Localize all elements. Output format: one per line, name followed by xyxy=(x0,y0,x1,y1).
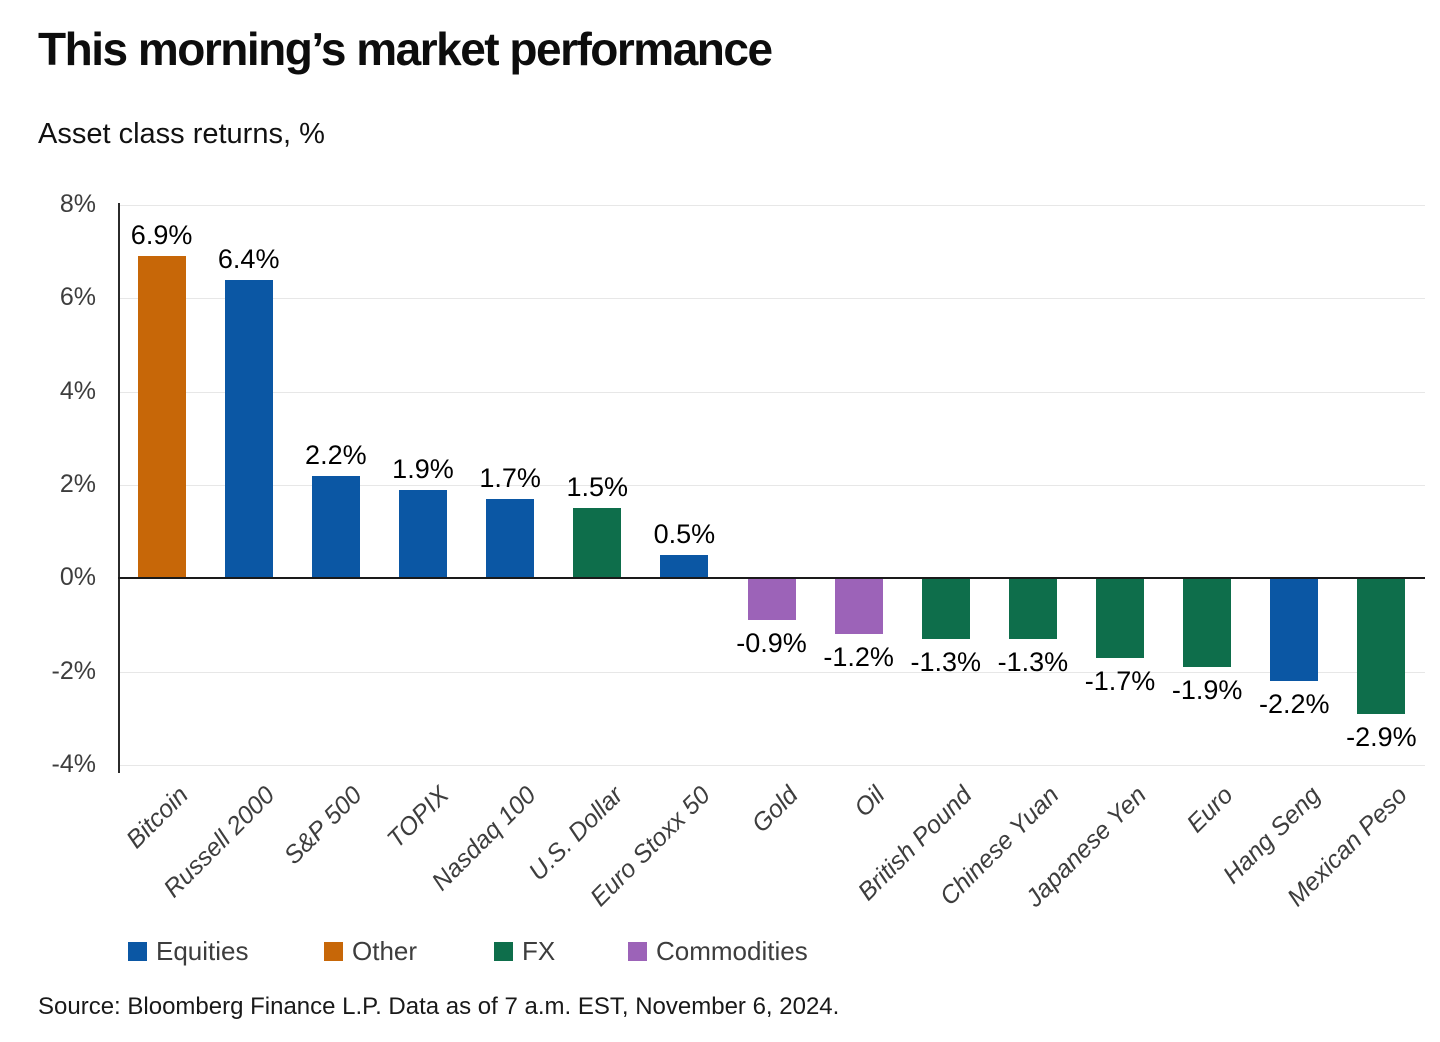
gridline xyxy=(118,485,1425,486)
bar-nasdaq-100 xyxy=(486,499,535,579)
bar-topix xyxy=(398,489,447,579)
bar-euro xyxy=(1183,578,1232,667)
x-axis-label-topix: TOPIX xyxy=(382,781,455,854)
y-axis-tick-label: 6% xyxy=(59,283,96,312)
bar-value-label: 1.9% xyxy=(392,453,454,484)
bar-chinese-yuan xyxy=(1008,578,1057,639)
legend-label: Commodities xyxy=(656,936,808,966)
bar-value-label: -1.9% xyxy=(1171,675,1243,705)
bar-hang-seng xyxy=(1270,578,1319,681)
chart-title: This morning’s market performance xyxy=(38,23,773,75)
y-axis-tick-label: 4% xyxy=(59,376,96,405)
legend-label: Equities xyxy=(156,936,249,966)
bar-value-label: -2.2% xyxy=(1259,689,1330,719)
legend-swatch-icon xyxy=(628,942,647,961)
bar-oil xyxy=(834,578,883,635)
y-axis-tick-label: -2% xyxy=(51,656,96,685)
gridline xyxy=(118,765,1425,766)
bar-value-label: -2.9% xyxy=(1346,721,1417,752)
legend-label: Other xyxy=(352,936,418,966)
legend-item-equities: Equities xyxy=(128,936,249,967)
y-axis-tick-label: 0% xyxy=(59,563,96,592)
legend-item-commodities: Commodities xyxy=(628,936,808,967)
bar-value-label: 6.9% xyxy=(130,220,193,251)
bar-value-label: 1.7% xyxy=(479,463,541,493)
x-axis-label-bitcoin: Bitcoin xyxy=(120,781,194,854)
y-axis-line xyxy=(118,203,120,773)
bar-value-label: 1.5% xyxy=(566,472,628,503)
y-axis-tick-label: 2% xyxy=(59,470,96,498)
bar-japanese-yen xyxy=(1096,578,1145,658)
bar-value-label: -1.7% xyxy=(1084,665,1156,696)
plot-area: 6.9% 6.4% 2.2% 1.9% 1.7% 1.5% 0.5% -0.9% -1.2% -1… xyxy=(118,203,1425,773)
y-axis-tick-label: 8% xyxy=(59,190,96,218)
x-axis-tick-labels: Bitcoin Russell 2000 S&P 500 TOPIX Nasdaq 10… xyxy=(118,765,1425,945)
gridline xyxy=(118,671,1425,673)
bar-s-p-500 xyxy=(311,475,360,579)
x-axis-label-euro: Euro xyxy=(1181,781,1239,839)
bar-bitcoin xyxy=(137,256,186,579)
chart-subtitle: Asset class returns, % xyxy=(38,118,325,150)
legend-swatch-icon xyxy=(324,942,343,961)
bar-value-label: -1.3% xyxy=(910,647,982,677)
legend-item-other: Other xyxy=(324,936,417,967)
legend: Equities Other FX Commodities xyxy=(0,936,1440,970)
legend-swatch-icon xyxy=(128,942,147,961)
source-note: Source: Bloomberg Finance L.P. Data as o… xyxy=(38,993,840,1020)
bar-euro-stoxx-50 xyxy=(660,555,709,579)
bar-mexican-peso xyxy=(1357,578,1406,714)
legend-label: FX xyxy=(522,936,556,966)
x-axis-label-s-p-500: S&P 500 xyxy=(278,781,368,870)
bar-value-label: -1.3% xyxy=(997,647,1069,677)
x-axis-label-gold: Gold xyxy=(746,781,804,839)
bar-u-s-dollar xyxy=(573,508,622,579)
bar-value-label: -1.2% xyxy=(823,642,894,673)
bar-value-label: -0.9% xyxy=(736,628,807,659)
legend-swatch-icon xyxy=(494,942,513,961)
gridline xyxy=(118,298,1425,300)
legend-item-fx: FX xyxy=(494,936,555,967)
bar-value-label: 2.2% xyxy=(305,439,367,470)
gridline xyxy=(118,391,1425,393)
bar-value-label: 0.5% xyxy=(653,519,716,549)
bar-russell-2000 xyxy=(224,279,273,579)
zero-baseline xyxy=(118,577,1425,580)
gridline xyxy=(118,205,1425,206)
x-axis-label-oil: Oil xyxy=(849,781,891,823)
bar-british-pound xyxy=(921,578,970,639)
bar-value-label: 6.4% xyxy=(217,243,280,274)
bar-gold xyxy=(747,578,796,621)
y-axis-tick-label: -4% xyxy=(51,750,96,778)
